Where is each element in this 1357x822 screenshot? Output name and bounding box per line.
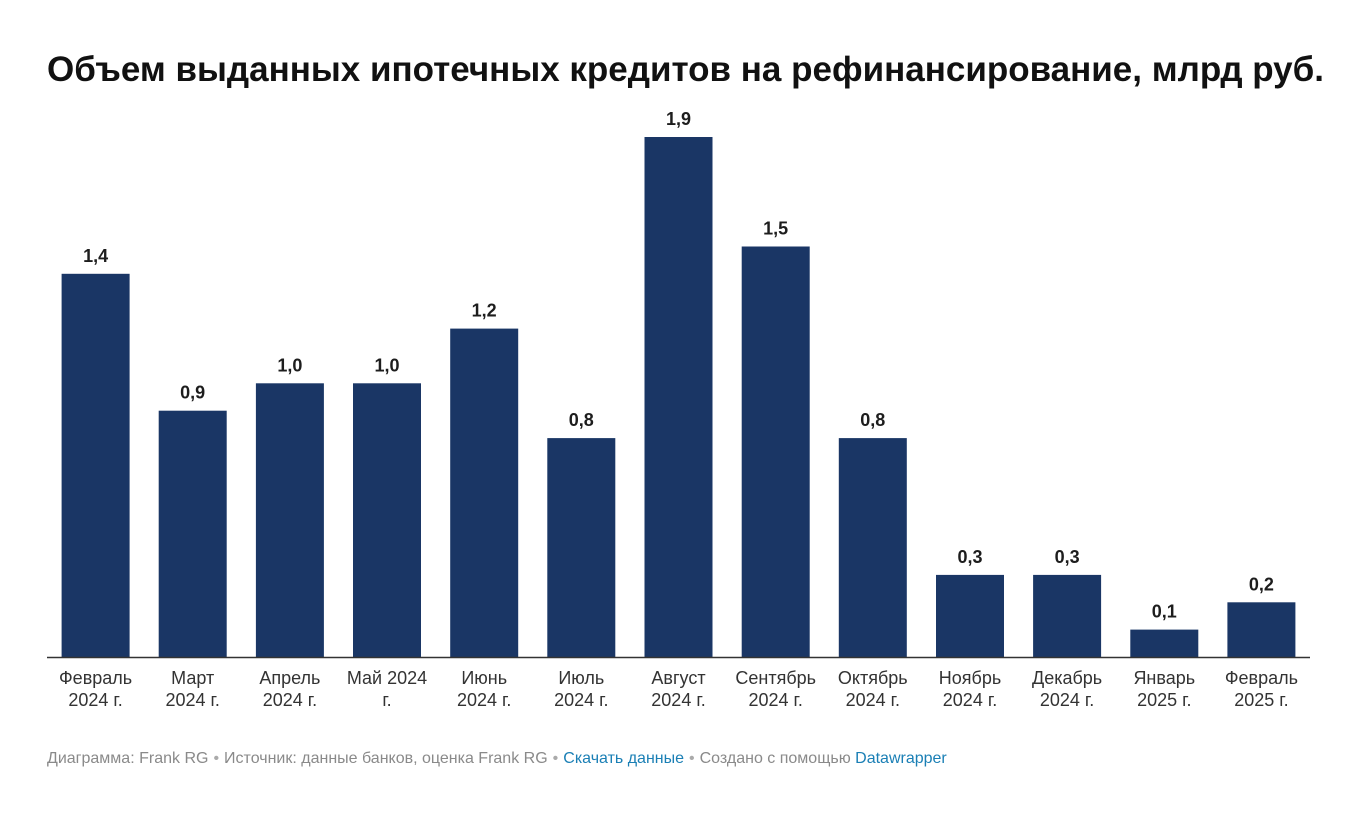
bar-value-label: 1,4 [83, 246, 108, 266]
bar-value-label: 0,2 [1249, 574, 1274, 594]
bar-value-label: 0,9 [180, 383, 205, 403]
x-tick-label-line: 2024 г. [943, 690, 997, 710]
x-tick-label: Июль 2024 г. [554, 668, 608, 710]
x-tick-label: Октябрь 2024 г. [838, 668, 908, 710]
bar [644, 137, 713, 657]
footer-chart-by: Диаграмма: Frank RG [47, 750, 209, 767]
bar [255, 383, 324, 657]
x-tick-label-line: Февраль [1225, 668, 1298, 688]
footer-source: Источник: данные банков, оценка Frank RG [224, 750, 548, 767]
x-tick-label: Февраль 2024 г. [59, 668, 132, 710]
x-tick-label: Декабрь 2024 г. [1032, 668, 1102, 710]
x-tick-label-line: Июнь [461, 668, 507, 688]
x-tick-label: Январь 2025 г. [1133, 668, 1195, 710]
x-tick-label-line: 2024 г. [1040, 690, 1094, 710]
bar [741, 246, 810, 657]
bar [158, 410, 227, 657]
x-tick-label-line: Январь [1133, 668, 1195, 688]
footer-separator: • [213, 750, 220, 767]
footer-separator: • [552, 750, 559, 767]
bar-value-label: 1,0 [277, 355, 302, 375]
bar [450, 328, 519, 657]
x-tick-label: Март 2024 г. [165, 668, 219, 710]
datawrapper-link[interactable]: Datawrapper [855, 750, 947, 767]
x-tick-label-line: Август [651, 668, 705, 688]
x-tick-label-line: Май 2024 [347, 668, 427, 688]
x-tick-label-line: Июль [558, 668, 604, 688]
bar-value-label: 1,9 [666, 109, 691, 129]
x-tick-label-line: Ноябрь [939, 668, 1001, 688]
x-tick-label: Апрель 2024 г. [259, 668, 320, 710]
x-tick-label: Август 2024 г. [651, 668, 705, 710]
x-tick-label-line: 2024 г. [554, 690, 608, 710]
x-tick-label: Ноябрь 2024 г. [939, 668, 1001, 710]
x-tick-label-line: Сентябрь [735, 668, 816, 688]
bar-value-label: 0,8 [860, 410, 885, 430]
bar-value-label: 1,0 [374, 355, 399, 375]
bar [1227, 602, 1296, 657]
x-tick-label-line: 2025 г. [1234, 690, 1288, 710]
x-tick-label-line: Октябрь [838, 668, 908, 688]
chart-footer: Диаграмма: Frank RG • Источник: данные бан… [47, 749, 947, 769]
bar-value-label: 1,2 [472, 301, 497, 321]
bar-value-label: 0,8 [569, 410, 594, 430]
bar [547, 438, 616, 657]
x-tick-label-line: Декабрь [1032, 668, 1102, 688]
x-tick-label-line: Апрель [259, 668, 320, 688]
x-tick-label-line: 2024 г. [165, 690, 219, 710]
bar [1130, 629, 1199, 657]
bar [61, 273, 130, 657]
bar-value-label: 0,1 [1152, 602, 1177, 622]
x-tick-label: Февраль 2025 г. [1225, 668, 1298, 710]
bar [1033, 574, 1102, 657]
download-data-link[interactable]: Скачать данные [563, 750, 685, 767]
x-tick-label: Июнь 2024 г. [457, 668, 511, 710]
x-tick-label-line: 2024 г. [68, 690, 122, 710]
x-tick-label-line: 2024 г. [263, 690, 317, 710]
footer-separator: • [689, 750, 695, 767]
x-tick-label: Сентябрь 2024 г. [735, 668, 816, 710]
x-tick-label-line: г. [382, 690, 391, 710]
x-tick-label-line: Март [171, 668, 214, 688]
x-tick-label: Май 2024 г. [347, 668, 427, 710]
x-tick-label-line: 2024 г. [846, 690, 900, 710]
bar [838, 438, 907, 657]
footer-created-with: Создано с помощью [699, 750, 851, 767]
x-tick-label-line: 2025 г. [1137, 690, 1191, 710]
x-tick-label-line: 2024 г. [457, 690, 511, 710]
bar-value-label: 1,5 [763, 219, 788, 239]
chart-title: Объем выданных ипотечных кредитов на реф… [47, 50, 1324, 89]
value-labels-group: 1,4 0,9 1,0 1,0 1,2 0,8 1,9 1,5 0,8 0,3 0,3 0,1 0,2 [83, 109, 1274, 622]
x-tick-label-line: 2024 г. [748, 690, 802, 710]
bar [353, 383, 421, 657]
x-tick-label-line: 2024 г. [651, 690, 705, 710]
bar-value-label: 0,3 [957, 547, 982, 567]
x-tick-label-line: Февраль [59, 668, 132, 688]
bar [936, 574, 1004, 657]
bar-value-label: 0,3 [1055, 547, 1080, 567]
bars-group [61, 137, 1296, 657]
x-tick-labels-group: Февраль 2024 г.Март 2024 г.Апрель 2024 г.Ма… [59, 668, 1298, 710]
